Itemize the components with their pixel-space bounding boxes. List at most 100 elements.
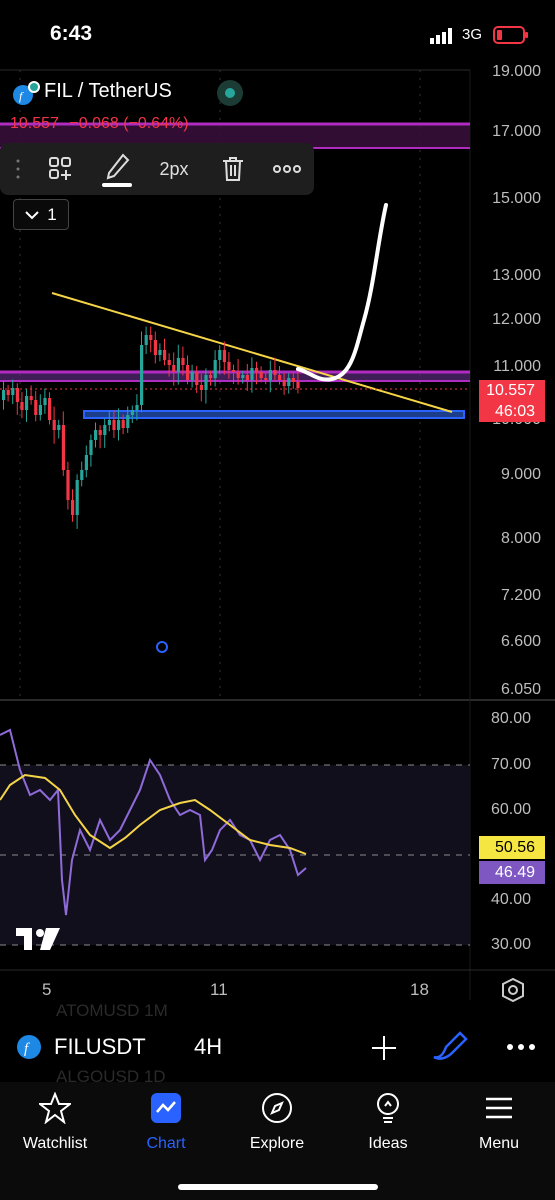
chart-icon <box>151 1093 181 1123</box>
candle-body <box>232 370 236 372</box>
candle-body <box>34 400 38 415</box>
interval-selector[interactable]: 4H <box>194 1034 223 1059</box>
candle-body <box>6 390 10 395</box>
candle-body <box>117 420 121 430</box>
rsi-axis-label: 80.00 <box>490 710 531 727</box>
price-axis-label: 15.000 <box>492 190 541 207</box>
star-icon <box>37 1091 73 1125</box>
candle-body <box>222 350 226 362</box>
chart-settings-icon[interactable] <box>500 977 526 1003</box>
price-axis-label: 19.000 <box>492 63 541 80</box>
last-price: 10.557 <box>10 115 59 132</box>
candle-body <box>149 335 153 340</box>
candle-body <box>135 405 139 410</box>
price-quote: 10.557 −0.068 (−0.64%) <box>10 115 189 133</box>
candle-body <box>296 382 300 388</box>
time-axis-label: 11 <box>210 980 228 999</box>
last-price-badge: 10.557 46:03 <box>479 380 545 422</box>
candle-body <box>66 470 70 500</box>
drag-handle[interactable] <box>8 143 28 195</box>
candle-body <box>218 350 222 360</box>
candle-body <box>89 440 93 455</box>
candle-body <box>43 398 47 405</box>
indicators-collapse-button[interactable]: 1 <box>13 199 69 230</box>
market-status-indicator <box>217 80 243 106</box>
symbol-title[interactable]: FIL / TetherUS <box>44 80 172 102</box>
compass-icon <box>262 1093 292 1123</box>
filecoin-logo-icon: f <box>13 81 40 105</box>
nav-explore[interactable]: Explore <box>227 1092 327 1153</box>
nav-label: Watchlist <box>22 1135 88 1152</box>
rsi-value-badge: 46.49 <box>479 861 545 884</box>
candle-body <box>172 365 176 372</box>
candle-body <box>84 455 88 470</box>
candle-body <box>103 425 107 435</box>
drawing-tools-icon[interactable] <box>430 1031 470 1063</box>
symbol-selector[interactable]: FILUSDT <box>54 1034 146 1059</box>
candle-body <box>61 425 65 470</box>
price-axis-label: 6.600 <box>500 633 541 650</box>
symbol-bar: ATOMUSD 1M ALGOUSD 1D f FILUSDT 4H <box>0 1001 555 1086</box>
price-change: −0.068 <box>69 115 119 132</box>
candle-body <box>245 375 249 380</box>
price-change-pct: (−0.64%) <box>123 115 189 132</box>
badge-countdown: 46:03 <box>494 403 535 420</box>
stroke-width-button[interactable]: 2px <box>159 158 189 179</box>
price-axis-label: 8.000 <box>500 530 541 547</box>
candle-body <box>15 388 19 402</box>
candle-body <box>209 375 213 378</box>
nav-label: Ideas <box>368 1135 408 1152</box>
candle-body <box>20 402 24 410</box>
candle-body <box>52 420 56 430</box>
chevron-down-icon <box>25 210 39 219</box>
candle-body <box>57 425 61 430</box>
nav-label: Chart <box>146 1135 186 1152</box>
brush-color-button[interactable] <box>96 143 138 195</box>
candle-body <box>98 430 102 435</box>
candle-body <box>71 500 75 515</box>
hamburger-icon <box>486 1097 512 1119</box>
tradingview-logo-icon[interactable] <box>16 928 62 950</box>
add-icon[interactable] <box>370 1034 398 1062</box>
candle-body <box>273 370 277 375</box>
candle-body <box>11 388 15 395</box>
time-axis-label: 18 <box>410 980 429 999</box>
price-axis-label: 13.000 <box>492 267 541 284</box>
candle-body <box>195 372 199 385</box>
trash-icon[interactable] <box>210 143 256 195</box>
price-axis-label: 7.200 <box>500 587 541 604</box>
candle-body <box>94 430 98 440</box>
candle-body <box>287 378 291 386</box>
candle-body <box>163 350 167 360</box>
candle-body <box>241 375 245 378</box>
candle-body <box>282 380 286 386</box>
nav-ideas[interactable]: Ideas <box>338 1092 438 1153</box>
candle-body <box>291 378 295 382</box>
lightbulb-icon <box>377 1093 399 1123</box>
candle-body <box>112 420 116 430</box>
more-options-icon[interactable] <box>264 143 310 195</box>
more-icon[interactable] <box>506 1043 536 1051</box>
add-template-icon[interactable] <box>38 143 84 195</box>
badge-price: 10.557 <box>486 382 535 399</box>
candle-body <box>259 372 263 378</box>
filecoin-symbol-icon: f <box>17 1035 41 1059</box>
nav-chart[interactable]: Chart <box>116 1092 216 1153</box>
drawing-toolbar: 2px <box>0 143 314 195</box>
candle-body <box>140 345 144 405</box>
candle-body <box>167 360 171 365</box>
indicator-count: 1 <box>47 204 57 224</box>
candle-body <box>176 358 180 372</box>
rsi-axis-label: 40.00 <box>490 891 531 908</box>
nav-menu[interactable]: Menu <box>449 1092 549 1153</box>
candle-body <box>130 410 134 415</box>
status-time: 6:43 <box>50 22 93 45</box>
candle-body <box>264 378 268 380</box>
rsi-axis-label: 70.00 <box>490 756 531 773</box>
status-bar: 6:43 3G <box>0 0 555 70</box>
nav-watchlist[interactable]: Watchlist <box>5 1091 105 1153</box>
rsi-ma-badge: 50.56 <box>479 836 545 859</box>
ghost-symbol: ALGOUSD 1D <box>56 1067 166 1086</box>
ghost-symbol: ATOMUSD 1M <box>56 1001 168 1020</box>
candle-body <box>126 415 130 428</box>
